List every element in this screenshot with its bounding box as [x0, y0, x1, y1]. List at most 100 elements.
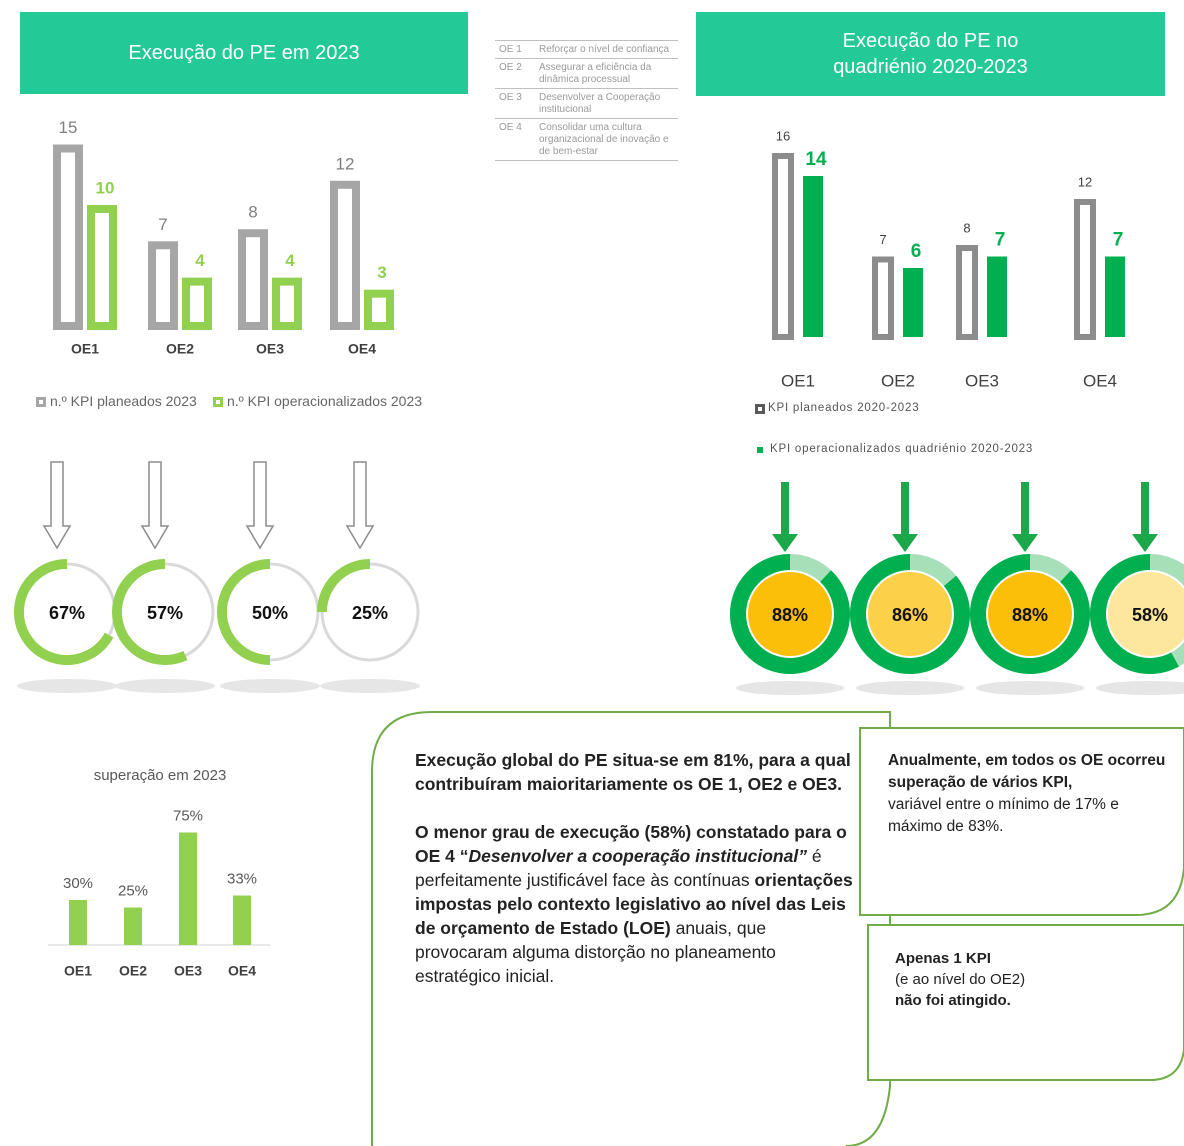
x-tick-label: OE1: [781, 371, 815, 390]
note: Apenas 1 KPI (e ao nível do OE2) não foi a…: [895, 948, 1165, 1011]
legend-label: n.º KPI planeados 2023: [50, 393, 197, 409]
table-row: OE 2 Assegurar a eficiência da dinâmica p…: [495, 58, 678, 89]
objective-text: Assegurar a eficiência da dinâmica proce…: [535, 58, 678, 89]
bar: [772, 153, 794, 340]
data-label: 86%: [892, 605, 928, 625]
data-label: 57%: [147, 603, 183, 623]
bar: [238, 229, 268, 330]
donut-center: [227, 569, 313, 655]
donut-center: [748, 572, 832, 656]
x-tick-label: OE2: [881, 371, 915, 390]
data-label: 7: [995, 230, 1006, 251]
objectives-table: OE 1 Reforçar o nível de confiança OE 2 Ass…: [495, 40, 678, 161]
legend-label: KPI planeados 2020-2023: [768, 402, 920, 414]
text-run: anuais, que provocaram alguma distorção …: [415, 918, 776, 986]
table-row: OE 3 Desenvolver a Cooperação institucion…: [495, 88, 678, 119]
shadow: [976, 681, 1084, 695]
x-tick-label: OE3: [174, 963, 202, 979]
x-tick-label: OE3: [256, 341, 284, 357]
bar: [182, 277, 212, 331]
donut-center: [868, 572, 952, 656]
bar: [872, 256, 894, 340]
data-label: 4: [285, 251, 295, 270]
bar: [179, 832, 197, 945]
bar: [53, 144, 83, 330]
data-label: 33%: [227, 870, 257, 887]
paragraph: (e ao nível do OE2): [895, 969, 1165, 990]
data-label: 7: [158, 215, 167, 234]
x-tick-label: OE4: [348, 341, 376, 357]
objective-code: OE 3: [495, 88, 535, 119]
x-tick-label: OE2: [119, 963, 147, 979]
data-label: 15: [59, 118, 78, 137]
objective-code: OE 4: [495, 118, 535, 161]
donut-arc: [850, 554, 970, 674]
paragraph: O menor grau de execução (58%) constatad…: [415, 820, 855, 988]
chart-title: superação em 2023: [94, 767, 227, 784]
text-run: (e ao nível do OE2): [895, 971, 1026, 988]
x-tick-label: OE3: [965, 371, 999, 390]
bar: [903, 268, 923, 337]
bar: [148, 241, 178, 330]
text-run: Apenas 1 KPI: [895, 950, 991, 967]
objective-code: OE 2: [495, 58, 535, 89]
text-run: Execução global do PE situa-se em 81%, p…: [415, 750, 851, 794]
donut-center: [988, 572, 1072, 656]
x-tick-label: OE1: [71, 341, 99, 357]
objective-text: Reforçar o nível de confiança: [535, 40, 678, 59]
shadow: [856, 681, 964, 695]
data-label: 75%: [173, 807, 203, 824]
shadow: [17, 679, 117, 693]
legend-swatch-inner: [216, 400, 220, 404]
data-label: 6: [911, 241, 922, 262]
data-label: 16: [776, 128, 790, 143]
legend-swatch: [757, 447, 763, 453]
shadow: [736, 681, 844, 695]
donut-center: [122, 569, 208, 655]
legend-label: n.º KPI operacionalizados 2023: [227, 393, 423, 409]
donut-center: [1108, 572, 1184, 656]
note-frame: [371, 711, 891, 1146]
data-label: 14: [805, 149, 827, 170]
bar: [803, 176, 823, 337]
data-label: 25%: [352, 603, 388, 623]
note-frame: [859, 727, 1184, 916]
bar: [272, 277, 302, 331]
data-label: 88%: [1012, 605, 1048, 625]
data-label: 3: [377, 263, 386, 282]
bar: [1074, 199, 1096, 340]
arrow: [772, 482, 798, 552]
data-label: 12: [1078, 174, 1092, 189]
bar: [330, 180, 360, 330]
arrow: [42, 461, 72, 550]
donut-arc: [730, 554, 850, 674]
legend-swatch-inner: [39, 400, 43, 404]
data-label: 30%: [63, 875, 93, 892]
paragraph: variável entre o mínimo de 17% e máximo …: [888, 794, 1173, 838]
paragraph: Execução global do PE situa-se em 81%, p…: [415, 748, 855, 796]
data-label: 58%: [1132, 605, 1168, 625]
legend-swatch-inner: [758, 407, 762, 411]
data-label: 4: [195, 251, 205, 270]
shadow: [1096, 681, 1184, 695]
chart-title: Execução do PE no quadriénio 2020-2023: [696, 12, 1165, 96]
text-run: variável entre o mínimo de 17% e máximo …: [888, 796, 1119, 835]
note-frame: [867, 924, 1184, 1081]
donut-arc: [112, 559, 188, 665]
text-run: é perfeitamente justificável face às con…: [415, 846, 822, 890]
shadow: [220, 679, 320, 693]
text-run: Desenvolver a cooperação institucional”: [468, 846, 807, 866]
donut-arc: [217, 559, 271, 665]
arrow: [140, 461, 170, 550]
bar: [233, 895, 251, 945]
x-tick-label: OE1: [64, 963, 92, 979]
arrow: [1132, 482, 1158, 552]
legend-label: KPI operacionalizados quadriénio 2020-20…: [770, 443, 1034, 455]
data-label: 12: [336, 154, 355, 173]
arrow: [1012, 482, 1038, 552]
bar: [364, 289, 394, 331]
objective-text: Desenvolver a Cooperação institucional: [535, 88, 678, 119]
data-label: 8: [963, 220, 970, 235]
